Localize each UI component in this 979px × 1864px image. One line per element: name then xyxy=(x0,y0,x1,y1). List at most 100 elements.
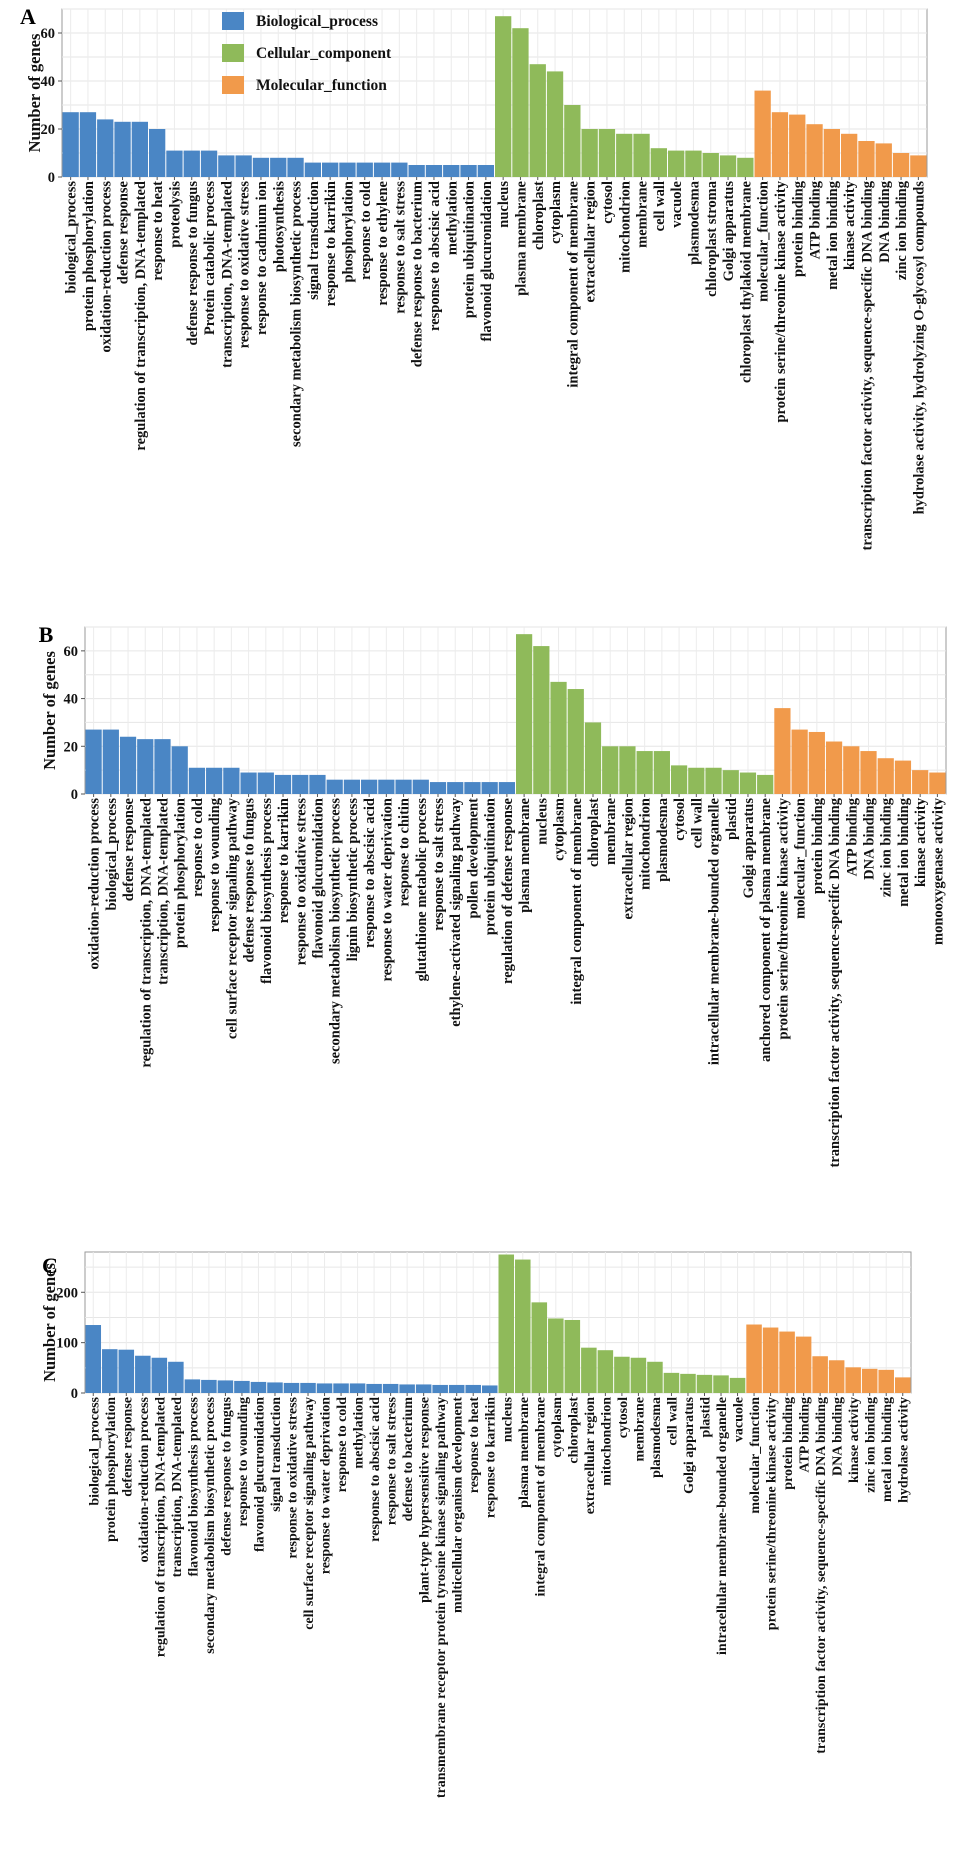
bar xyxy=(252,157,270,177)
x-tick-label: response to karrikin xyxy=(276,798,292,923)
x-tick-label: response to abscisic acid xyxy=(368,1397,383,1542)
x-tick-label: response to cold xyxy=(358,181,374,280)
x-tick-label: photosynthesis xyxy=(271,181,287,272)
x-tick-label: flavonoid biosynthesis process xyxy=(186,1396,201,1576)
x-tick-label: oxidation-reduction process xyxy=(87,798,103,970)
bar xyxy=(845,1367,861,1393)
bar xyxy=(791,729,808,794)
y-tick-label: 0 xyxy=(71,787,78,803)
bar xyxy=(685,150,702,177)
bar xyxy=(119,736,137,794)
x-tick-label: response to oxidative stress xyxy=(286,1396,301,1558)
bar xyxy=(151,1357,168,1393)
bar xyxy=(460,165,477,177)
y-tick-label: 60 xyxy=(64,644,79,660)
x-tick-label: protein binding xyxy=(790,180,806,277)
x-tick-label: signal transduction xyxy=(269,1397,284,1512)
bar xyxy=(465,1384,481,1393)
x-tick-label: mitochondrion xyxy=(617,181,633,273)
bar xyxy=(240,772,257,794)
x-tick-label: plant-type hypersensitive response xyxy=(418,1397,433,1603)
bar xyxy=(754,90,771,177)
bar xyxy=(425,165,443,177)
x-tick-label: ATP binding xyxy=(844,797,860,876)
bar xyxy=(581,1347,597,1393)
x-tick-label: defense response to fungus xyxy=(242,798,258,963)
bar xyxy=(828,1360,845,1393)
x-tick-label: response to water deprivation xyxy=(319,1397,334,1574)
x-tick-label: defense response to bacterium xyxy=(410,181,426,367)
bar xyxy=(877,758,894,794)
y-axis: 0 20 40 60 xyxy=(64,644,85,803)
x-tick-label: flavonoid biosynthesis process xyxy=(259,798,275,984)
y-tick-label: 0 xyxy=(48,170,55,186)
bar xyxy=(292,774,309,794)
x-axis-labels: biological_process protein phosphorylatio… xyxy=(64,177,927,550)
y-axis-label: Number of genes xyxy=(40,1262,59,1381)
x-tick-label: Protein catabolic process xyxy=(202,181,218,335)
x-tick-label: vacuole xyxy=(669,180,685,227)
x-tick-label: response to wounding xyxy=(236,1397,251,1527)
bar xyxy=(343,779,361,794)
bar xyxy=(326,779,343,794)
legend: Biological_process Cellular_component Mole… xyxy=(222,12,392,94)
bar xyxy=(448,1384,465,1393)
x-tick-label: defense response xyxy=(121,797,137,901)
x-tick-label: protein ubiquitination xyxy=(462,181,478,318)
bar xyxy=(705,767,722,794)
x-tick-label: regulation of defense response xyxy=(500,797,516,984)
bar xyxy=(267,1382,283,1393)
x-tick-label: methylation xyxy=(352,1397,367,1469)
x-tick-label: zinc ion binding xyxy=(894,180,910,280)
bar xyxy=(843,746,860,794)
bar xyxy=(481,1385,498,1393)
bar xyxy=(188,767,206,794)
bar xyxy=(861,1368,878,1393)
x-tick-label: response to oxidative stress xyxy=(293,798,309,966)
x-tick-label: chloroplast xyxy=(586,798,602,867)
x-tick-label: integral component of membrane xyxy=(533,1397,548,1596)
bar xyxy=(382,1383,399,1393)
x-tick-label: mitochondrion xyxy=(599,1397,614,1486)
y-tick-label: 40 xyxy=(64,692,79,708)
x-tick-label: response to heat xyxy=(150,181,166,281)
bar xyxy=(333,1383,349,1393)
bar xyxy=(858,141,875,177)
bar xyxy=(584,722,602,794)
bar xyxy=(218,155,235,177)
legend-swatch xyxy=(222,12,244,30)
bar xyxy=(841,133,858,177)
x-tick-label: response to karrikin xyxy=(484,1397,499,1518)
x-tick-label: plasmodesma xyxy=(686,180,702,265)
bar xyxy=(779,1331,795,1393)
bar xyxy=(257,772,274,794)
x-tick-label: membrane xyxy=(635,180,651,247)
x-tick-label: protein serine/threonine kinase activity xyxy=(773,180,789,422)
bar xyxy=(774,708,791,794)
x-tick-label: extracellular region xyxy=(583,181,599,302)
x-tick-label: hydrolase activity xyxy=(897,1397,912,1503)
bar xyxy=(619,746,636,794)
x-axis-labels: oxidation-reduction process biological_pr… xyxy=(87,794,946,1167)
x-tick-label: anchored component of plasma membrane xyxy=(758,797,774,1062)
bar xyxy=(633,133,650,177)
x-tick-label: Golgi apparatus xyxy=(721,181,737,282)
bar xyxy=(300,1382,316,1393)
x-tick-label: regulation of transcription, DNA-templat… xyxy=(138,798,154,1068)
legend-swatch xyxy=(222,44,244,62)
bar xyxy=(598,129,616,177)
x-tick-label: cytosol xyxy=(672,798,688,841)
x-tick-label: response to karrikin xyxy=(323,181,339,306)
bar xyxy=(825,741,843,794)
x-tick-label: mitochondrion xyxy=(638,798,654,890)
x-tick-label: transcription factor activity, sequence-… xyxy=(859,180,875,550)
bar xyxy=(860,751,877,794)
bar xyxy=(349,1383,366,1393)
x-tick-label: response to cold xyxy=(190,798,206,897)
x-tick-label: protein phosphorylation xyxy=(173,798,189,948)
bars xyxy=(85,634,946,794)
x-tick-label: regulation of transcription, DNA-templat… xyxy=(153,1397,168,1657)
bar xyxy=(564,105,581,177)
bar xyxy=(663,1372,680,1393)
